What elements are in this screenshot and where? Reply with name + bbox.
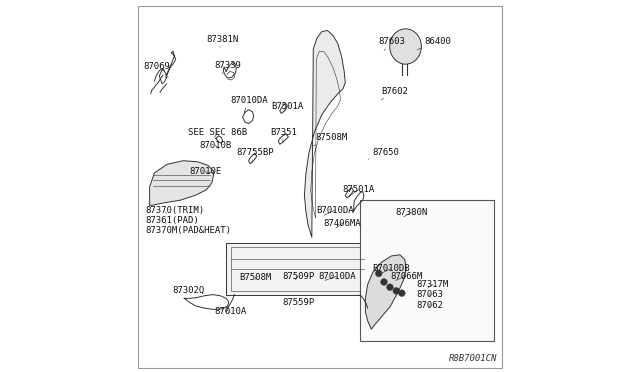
Text: 86400: 86400 (417, 37, 451, 50)
Text: 87603: 87603 (379, 37, 406, 50)
Polygon shape (150, 161, 214, 205)
Text: 87381N: 87381N (207, 35, 239, 47)
Text: SEE SEC 86B: SEE SEC 86B (188, 128, 247, 137)
Text: 87361(PAD): 87361(PAD) (145, 212, 199, 225)
Text: 87755BP: 87755BP (236, 148, 274, 160)
Bar (232, 247, 362, 291)
Text: 87509P: 87509P (282, 272, 314, 280)
Text: 87370(TRIM): 87370(TRIM) (145, 203, 204, 215)
Text: 87010DA: 87010DA (230, 96, 268, 112)
Text: R8B7001CN: R8B7001CN (449, 354, 498, 363)
Text: B7351: B7351 (270, 128, 297, 141)
Text: 87010E: 87010E (189, 167, 221, 176)
Circle shape (393, 288, 399, 294)
Ellipse shape (390, 29, 421, 64)
Circle shape (399, 290, 405, 296)
Circle shape (381, 279, 387, 285)
Polygon shape (305, 31, 346, 237)
Text: 87501A: 87501A (342, 185, 374, 196)
Circle shape (387, 284, 394, 291)
Text: 87380N: 87380N (395, 208, 428, 217)
Polygon shape (365, 255, 406, 329)
Circle shape (376, 270, 382, 277)
Text: 87010B: 87010B (199, 141, 231, 150)
Text: 87069: 87069 (143, 62, 170, 77)
Text: 87508M: 87508M (312, 133, 348, 146)
Text: 87062: 87062 (417, 301, 444, 310)
Text: 87559P: 87559P (283, 298, 315, 307)
Text: B7010DA: B7010DA (316, 206, 354, 215)
Text: 87010A: 87010A (214, 307, 246, 316)
Text: 87650: 87650 (369, 148, 399, 159)
Text: 87406MA: 87406MA (324, 219, 362, 228)
Text: 87066M: 87066M (390, 272, 422, 280)
Text: 87339: 87339 (214, 61, 241, 74)
Text: 87063: 87063 (417, 290, 444, 299)
Text: 87370M(PAD&HEAT): 87370M(PAD&HEAT) (145, 223, 231, 235)
Text: B7501A: B7501A (271, 102, 303, 111)
Text: B7602: B7602 (381, 87, 408, 100)
Text: B7010DB: B7010DB (372, 264, 410, 274)
Text: 87302Q: 87302Q (172, 286, 205, 298)
Bar (360, 200, 494, 341)
Text: 87010DA: 87010DA (318, 272, 356, 280)
Bar (227, 243, 367, 295)
Text: B7508M: B7508M (239, 273, 271, 282)
Text: 87317M: 87317M (417, 280, 449, 289)
